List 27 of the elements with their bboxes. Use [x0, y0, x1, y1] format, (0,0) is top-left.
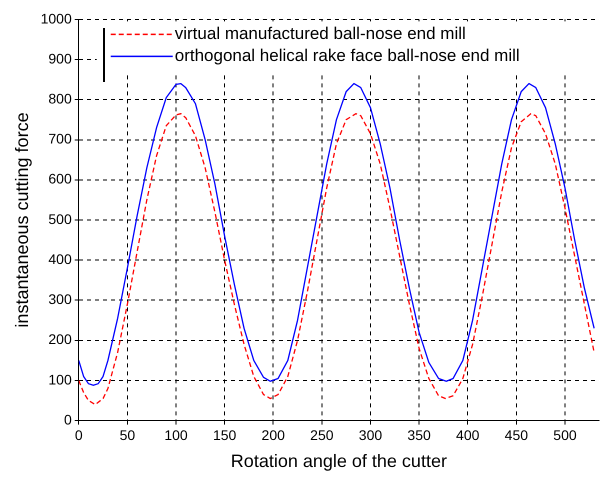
x-axis-title: Rotation angle of the cutter — [230, 451, 447, 472]
y-tick-label: 100 — [48, 371, 72, 388]
y-tick-label: 400 — [48, 250, 72, 267]
line-series — [78, 113, 595, 406]
x-tick-label: 450 — [504, 426, 528, 443]
x-tick-label: 400 — [456, 426, 480, 443]
y-tick-label: 0 — [64, 411, 72, 428]
y-axis-title: instantaneous cutting force — [12, 112, 32, 328]
x-tick-label: 150 — [212, 426, 237, 443]
legend-label: orthogonal helical rake face ball-nose end mill — [174, 46, 520, 66]
x-tick-label: 0 — [74, 426, 83, 443]
y-tick-label: 600 — [48, 170, 72, 187]
y-tick-label: 1000 — [40, 10, 72, 26]
legend-label: virtual manufactured ball-nose end mill — [174, 24, 466, 44]
x-tick-label: 200 — [262, 426, 286, 443]
x-tick-label: 250 — [310, 426, 334, 443]
y-tick-label: 900 — [48, 50, 72, 66]
y-tick-label: 200 — [48, 331, 72, 348]
x-tick-label: 50 — [120, 426, 136, 443]
x-tick-label: 300 — [358, 426, 382, 443]
x-tick-label: 500 — [553, 426, 577, 443]
x-tick-label: 350 — [407, 426, 431, 443]
x-tick-label: 100 — [164, 426, 188, 443]
y-tick-label: 500 — [48, 210, 72, 227]
y-tick-label: 800 — [48, 90, 72, 106]
y-tick-label: 700 — [48, 130, 72, 147]
y-tick-label: 300 — [48, 291, 72, 308]
